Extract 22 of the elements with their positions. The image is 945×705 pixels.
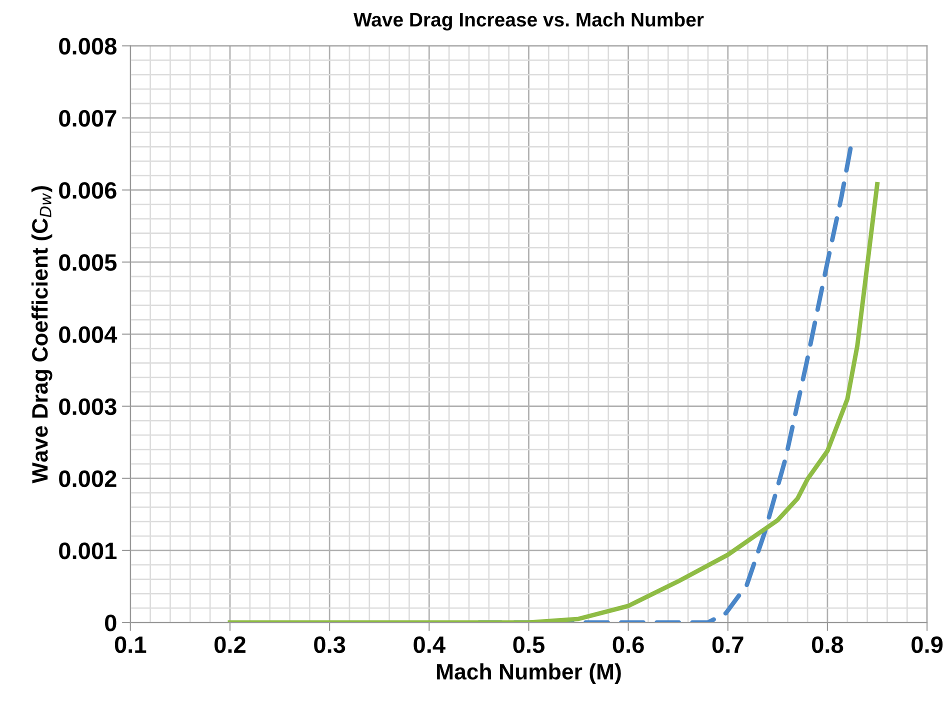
x-tick-label: 0.9 (912, 636, 943, 654)
x-tick-label: 0.6 (612, 636, 644, 654)
y-tick-label: 0.008 (59, 38, 116, 55)
y-tick-label: 0.005 (59, 254, 117, 271)
y-tick-label: 0 (105, 614, 116, 632)
y-tick-label: 0.006 (59, 182, 116, 199)
y-axis-title: Wave Drag Coefficient (C$_{Dw}$) (31, 186, 52, 484)
y-tick-label: 0.002 (59, 470, 116, 488)
x-tick-label: 0.1 (114, 636, 146, 654)
x-tick-label: 0.5 (513, 636, 544, 654)
chart-title: Wave Drag Increase vs. Mach Number (354, 12, 704, 30)
line-series (228, 182, 880, 623)
y-tick-label: 0.001 (59, 542, 117, 560)
x-tick-label: 0.4 (414, 636, 446, 654)
x-axis-title: Mach Number (M) (437, 663, 621, 684)
y-tick-label: 0.004 (59, 326, 118, 343)
x-tick-label: 0.3 (314, 636, 346, 654)
y-tick-label: 0.003 (59, 398, 116, 416)
y-tick-label: 0.007 (59, 110, 116, 127)
x-tick-label: 0.7 (712, 636, 744, 654)
x-tick-label: 0.8 (812, 636, 844, 654)
x-tick-label: 0.2 (214, 636, 246, 654)
